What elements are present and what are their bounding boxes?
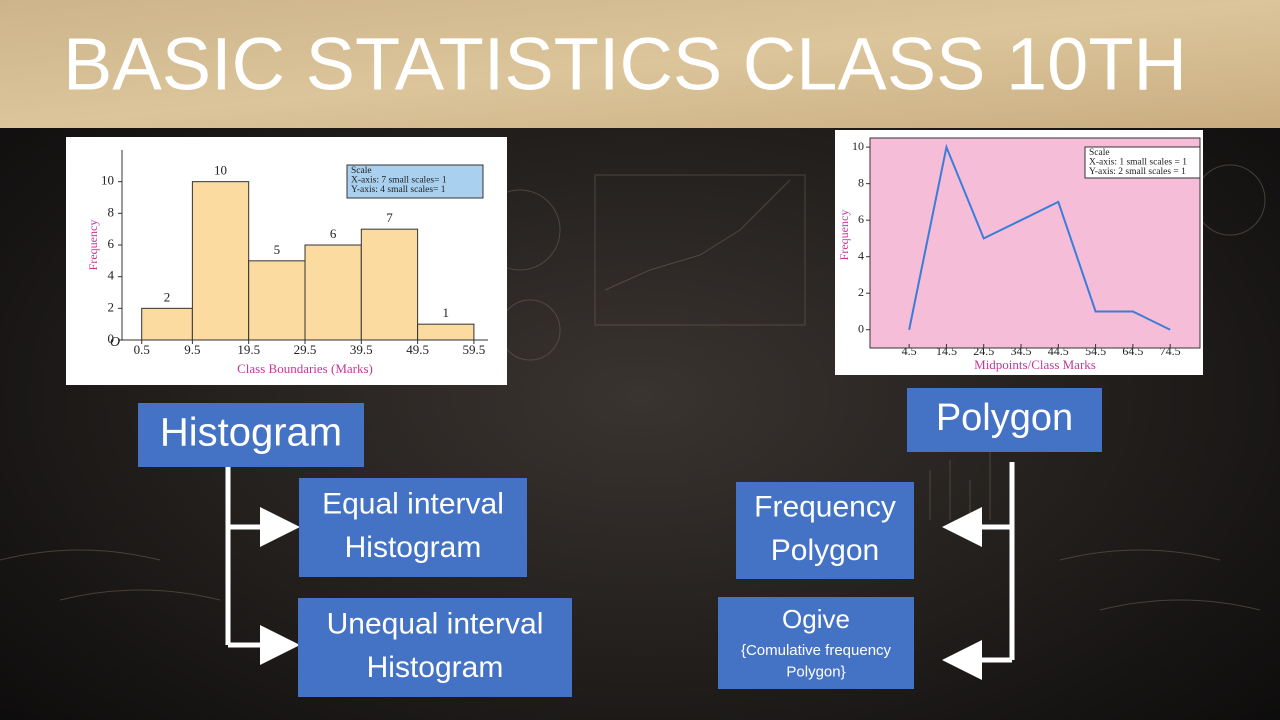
x-tick-label: 59.5 xyxy=(463,342,486,357)
title: BASIC STATISTICS CLASS 10TH xyxy=(63,23,1187,106)
data-label: 2 xyxy=(164,289,171,304)
node-box xyxy=(736,482,914,579)
x-tick-label: 64.5 xyxy=(1122,344,1143,358)
line xyxy=(908,143,1171,331)
x-tick-label: 19.5 xyxy=(237,342,260,357)
node-label: Polygon xyxy=(771,534,879,567)
y-tick-label: 0 xyxy=(858,321,864,335)
data-label: 5 xyxy=(274,242,281,257)
node-box xyxy=(299,478,527,577)
node-label: Polygon xyxy=(936,397,1073,439)
y-tick-label: 4 xyxy=(108,268,115,283)
y-tick-label: 8 xyxy=(108,204,115,219)
scale-note: X-axis: 1 small scales = 1 xyxy=(1089,158,1187,168)
y-tick-label: 6 xyxy=(108,236,115,251)
node-label: Histogram xyxy=(160,411,342,455)
y-tick-label: 6 xyxy=(858,212,864,226)
data-label: 6 xyxy=(330,226,337,241)
plot-frame xyxy=(869,137,1201,349)
y-tick-label: 10 xyxy=(101,173,114,188)
y-axis-label: Frequency xyxy=(86,220,100,271)
scale-note: Y-axis: 2 small scales = 1 xyxy=(1089,167,1186,177)
x-tick-label: 0.5 xyxy=(134,342,150,357)
scale-box xyxy=(1084,146,1201,179)
x-tick-label: 49.5 xyxy=(406,342,429,357)
node-label: Histogram xyxy=(367,651,504,684)
histogram-chart: 0 2 4 6 8 10 O 2 10 5 6 7 1 0.5 9.5 19.5 29.5 39.5 49.5 59.… xyxy=(86,150,488,376)
x-tick-label: 9.5 xyxy=(184,342,200,357)
x-axis-label: Class Boundaries (Marks) xyxy=(237,361,373,376)
y-tick-label: 8 xyxy=(858,175,864,189)
y-axis-label: Frequency xyxy=(837,210,851,261)
node-label: {Comulative frequency xyxy=(741,642,892,659)
x-tick-label: 39.5 xyxy=(350,342,373,357)
data-label: 1 xyxy=(443,305,450,320)
data-label: 10 xyxy=(214,163,227,178)
bar xyxy=(191,181,250,341)
node-box xyxy=(718,597,914,689)
origin-label: O xyxy=(110,335,120,350)
polygon-chart: 0 2 4 6 8 10 4.5 14.5 24.5 34.5 44.5 54.5 64.5 74.5 Fr… xyxy=(837,137,1201,372)
y-tick-label: 2 xyxy=(108,299,115,314)
x-tick-label: 4.5 xyxy=(902,344,917,358)
x-tick-label: 44.5 xyxy=(1048,344,1069,358)
title-banner xyxy=(0,0,1280,128)
y-tick-label: 4 xyxy=(858,248,864,262)
scale-box xyxy=(346,164,484,199)
node-label: Frequency xyxy=(754,491,896,524)
node-label: Polygon} xyxy=(786,664,845,681)
node-label: Equal interval xyxy=(322,488,504,521)
node-box xyxy=(907,388,1102,452)
scale-note: Y-axis: 4 small scales= 1 xyxy=(351,185,446,195)
scale-note: Scale xyxy=(1089,148,1110,158)
y-tick-label: 2 xyxy=(858,285,864,299)
scale-note: X-axis: 7 small scales= 1 xyxy=(351,176,447,186)
nodes: Histogram Equal interval Histogram Unequal … xyxy=(138,388,1102,697)
x-tick-label: 24.5 xyxy=(973,344,994,358)
x-axis-label: Midpoints/Class Marks xyxy=(974,357,1096,372)
node-label: Ogive xyxy=(782,604,850,634)
bar xyxy=(304,244,362,341)
bar xyxy=(248,260,306,341)
node-label: Unequal interval xyxy=(327,608,544,641)
y-tick-label: 10 xyxy=(852,139,864,153)
bar xyxy=(360,228,419,341)
node-box xyxy=(298,598,572,697)
scale-note: Scale xyxy=(351,166,372,176)
x-tick-label: 54.5 xyxy=(1085,344,1106,358)
node-label: Histogram xyxy=(345,531,482,564)
bar xyxy=(417,323,475,341)
x-tick-label: 74.5 xyxy=(1160,344,1181,358)
bar xyxy=(141,307,193,341)
x-tick-label: 29.5 xyxy=(294,342,317,357)
x-tick-label: 14.5 xyxy=(936,344,957,358)
y-tick-label: 0 xyxy=(108,331,115,346)
connectors xyxy=(225,462,1015,680)
x-tick-label: 34.5 xyxy=(1011,344,1032,358)
node-box xyxy=(138,403,364,467)
data-label: 7 xyxy=(386,210,393,225)
